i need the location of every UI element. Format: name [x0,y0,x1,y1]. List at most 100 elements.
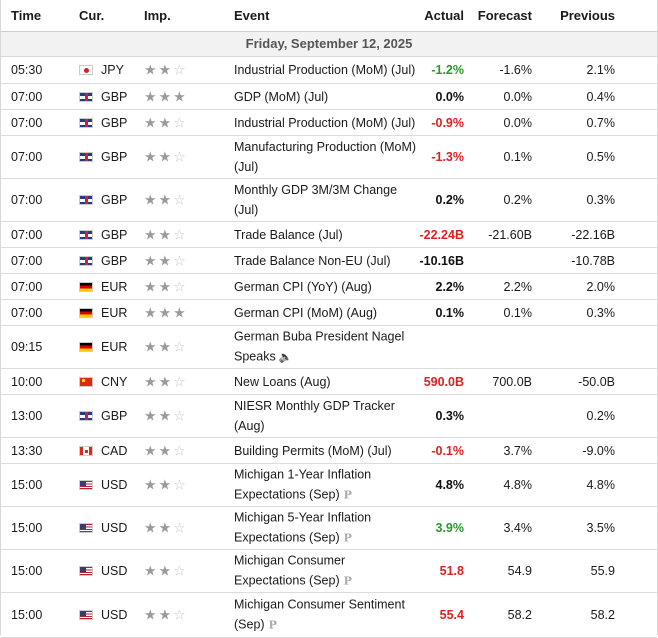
header-event[interactable]: Event [234,8,270,23]
table-row[interactable]: 07:00 GBP ★★☆ Trade Balance (Jul) -22.24B -21… [1,222,657,248]
star-filled-icon: ★ [158,442,174,458]
star-empty-icon: ☆ [173,252,188,268]
importance-stars: ★★☆ [144,192,204,209]
header-importance[interactable]: Imp. [144,8,171,23]
currency-code: CNY [101,374,128,389]
event-name[interactable]: Industrial Production (MoM) (Jul) [234,113,419,133]
event-name[interactable]: German CPI (YoY) (Aug) [234,277,419,297]
table-row[interactable]: 15:00 USD ★★☆ Michigan 5-Year Inflation Exp… [1,507,657,550]
header-currency[interactable]: Cur. [79,8,105,23]
gbp-flag-icon [79,195,93,205]
star-empty-icon: ☆ [173,562,188,579]
star-empty-icon: ☆ [173,278,188,294]
event-title[interactable]: Building Permits (MoM) (Jul) [234,443,392,458]
table-row[interactable]: 15:00 USD ★★☆ Michigan 1-Year Inflation Exp… [1,464,657,507]
event-title[interactable]: Michigan 1-Year Inflation Expectations (… [234,467,372,502]
event-title[interactable]: German CPI (MoM) (Aug) [234,305,378,320]
event-title[interactable]: NIESR Monthly GDP Tracker (Aug) [234,399,395,433]
importance-stars: ★★☆ [144,62,204,79]
event-time: 10:00 [11,374,43,389]
event-name[interactable]: Industrial Production (MoM) (Jul) [234,60,419,80]
table-row[interactable]: 15:00 USD ★★☆ Michigan Consumer Sentiment (… [1,593,657,638]
star-filled-icon: ★ [158,191,174,208]
table-row[interactable]: 07:00 EUR ★★☆ German CPI (YoY) (Aug) 2.2% 2.2… [1,274,657,300]
actual-value: 2.2% [435,279,465,294]
header-forecast[interactable]: Forecast [477,8,532,23]
event-title[interactable]: Michigan 5-Year Inflation Expectations (… [234,510,372,545]
event-name[interactable]: New Loans (Aug) [234,372,419,392]
event-title[interactable]: New Loans (Aug) [234,374,331,389]
event-title[interactable]: Industrial Production (MoM) (Jul) [234,115,416,130]
event-time: 15:00 [11,608,43,622]
usd-flag-icon [79,610,93,620]
star-filled-icon: ★ [158,114,174,130]
event-title[interactable]: Michigan Consumer Sentiment (Sep) [234,597,405,632]
event-title[interactable]: German Buba President Nagel Speaks [234,329,405,364]
event-name[interactable]: German Buba President Nagel Speaks 🔈 [234,327,419,368]
event-time: 07:00 [11,150,43,164]
star-filled-icon: ★ [158,373,174,389]
previous-value: 3.5% [586,521,616,535]
table-row[interactable]: 07:00 GBP ★★☆ Monthly GDP 3M/3M Change (Jul… [1,179,657,222]
event-name[interactable]: Building Permits (MoM) (Jul) [234,441,419,461]
star-empty-icon: ☆ [173,476,188,493]
header-previous[interactable]: Previous [560,8,615,23]
forecast-value: 0.2% [503,193,533,207]
event-name[interactable]: Michigan 5-Year Inflation Expectations (… [234,508,419,549]
event-title[interactable]: Manufacturing Production (MoM) (Jul) [234,140,417,174]
event-name[interactable]: Trade Balance Non-EU (Jul) [234,251,419,271]
currency-code: GBP [101,253,128,268]
table-row[interactable]: 07:00 EUR ★★★ German CPI (MoM) (Aug) 0.1% 0.1… [1,300,657,326]
table-row[interactable]: 05:30 JPY ★★☆ Industrial Production (MoM) (… [1,57,657,84]
event-name[interactable]: Monthly GDP 3M/3M Change (Jul) [234,180,419,220]
event-title[interactable]: Trade Balance (Jul) [234,227,343,242]
table-row[interactable]: 13:00 GBP ★★☆ NIESR Monthly GDP Tracker (Au… [1,395,657,438]
gbp-flag-icon [79,91,93,102]
event-name[interactable]: Michigan Consumer Expectations (Sep) P [234,551,419,592]
event-title[interactable]: Michigan Consumer Expectations (Sep) [234,553,346,588]
event-time: 13:00 [11,409,43,423]
event-title[interactable]: GDP (MoM) (Jul) [234,89,329,104]
event-time: 07:00 [11,89,43,104]
cny-flag-icon [79,376,93,387]
star-filled-icon: ★ [144,252,159,268]
currency-code: GBP [101,227,128,242]
previous-value: 0.5% [586,150,616,164]
event-title[interactable]: Monthly GDP 3M/3M Change (Jul) [234,183,398,217]
forecast-value: 3.7% [503,443,533,458]
event-name[interactable]: Manufacturing Production (MoM) (Jul) [234,137,419,177]
usd-flag-icon [79,523,93,533]
table-row[interactable]: 13:30 CAD ★★☆ Building Permits (MoM) (Jul) -… [1,438,657,464]
star-empty-icon: ☆ [173,442,188,458]
table-row[interactable]: 07:00 GBP ★★★ GDP (MoM) (Jul) 0.0% 0.0% 0.4% [1,84,657,110]
event-name[interactable]: Michigan 1-Year Inflation Expectations (… [234,465,419,506]
event-name[interactable]: German CPI (MoM) (Aug) [234,303,419,323]
event-name[interactable]: Michigan Consumer Sentiment (Sep) P [234,595,419,636]
importance-stars: ★★★ [144,88,204,105]
event-name[interactable]: Trade Balance (Jul) [234,225,419,245]
header-actual[interactable]: Actual [424,8,464,23]
currency-code: USD [101,478,128,492]
importance-stars: ★★☆ [144,339,204,356]
previous-value: -50.0B [578,374,615,389]
star-filled-icon: ★ [158,278,174,294]
event-title[interactable]: German CPI (YoY) (Aug) [234,279,372,294]
table-row[interactable]: 15:00 USD ★★☆ Michigan Consumer Expectation… [1,550,657,593]
star-filled-icon: ★ [158,519,174,536]
table-row[interactable]: 07:00 GBP ★★☆ Industrial Production (MoM) (… [1,110,657,136]
header-time[interactable]: Time [11,8,42,23]
table-row[interactable]: 09:15 EUR ★★☆ German Buba President Nagel S… [1,326,657,369]
importance-stars: ★★☆ [144,373,204,390]
table-row[interactable]: 07:00 GBP ★★☆ Trade Balance Non-EU (Jul) -10… [1,248,657,274]
gbp-flag-icon [79,229,93,240]
preliminary-icon: P [343,574,352,588]
star-filled-icon: ★ [158,606,174,623]
usd-flag-icon [79,566,93,576]
table-row[interactable]: 10:00 CNY ★★☆ New Loans (Aug) 590.0B 700.0B -5… [1,369,657,395]
table-row[interactable]: 07:00 GBP ★★☆ Manufacturing Production (MoM… [1,136,657,179]
star-empty-icon: ☆ [173,114,188,130]
event-name[interactable]: NIESR Monthly GDP Tracker (Aug) [234,396,419,436]
event-name[interactable]: GDP (MoM) (Jul) [234,87,419,107]
event-title[interactable]: Trade Balance Non-EU (Jul) [234,253,391,268]
event-title[interactable]: Industrial Production (MoM) (Jul) [234,63,416,77]
